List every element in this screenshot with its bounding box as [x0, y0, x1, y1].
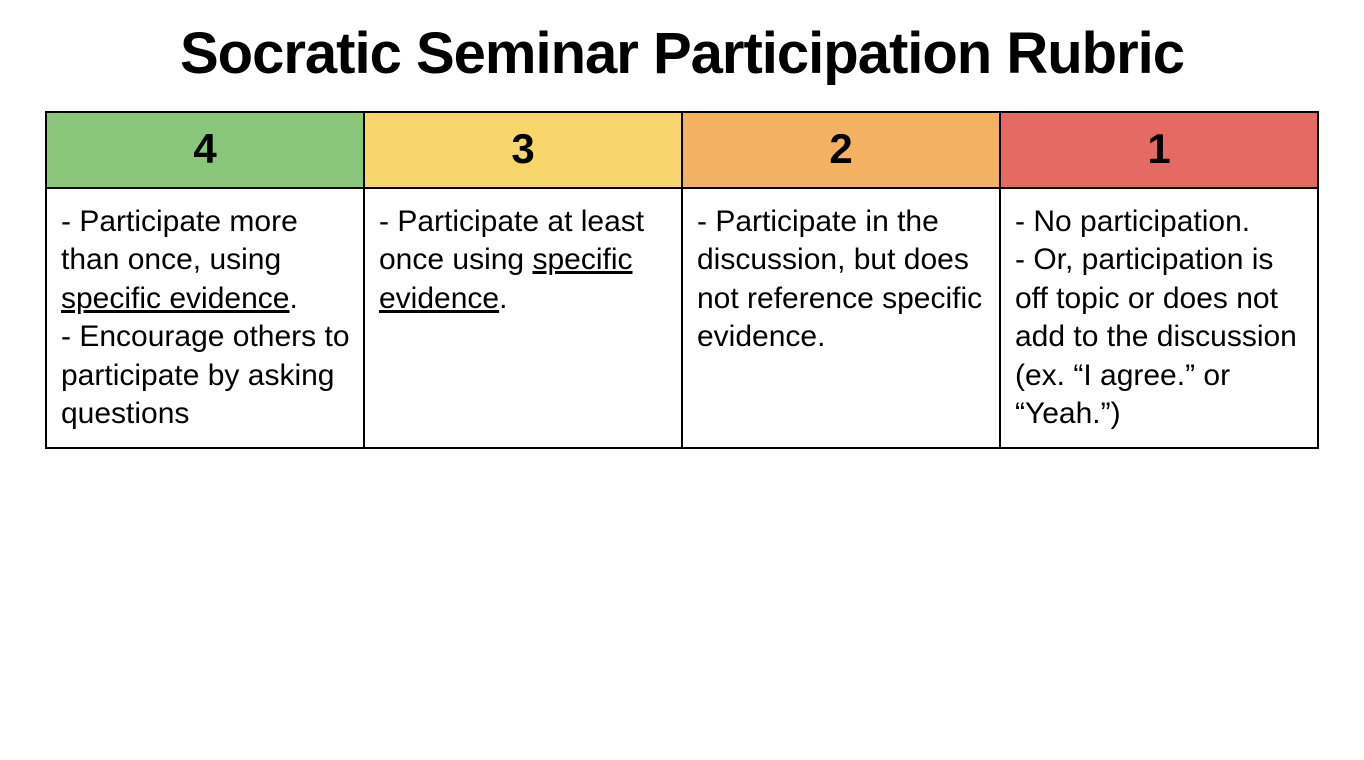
rubric-body-row: - Participate more than once, using spec… — [46, 188, 1318, 448]
rubric-table: 4 3 2 1 - Participate more than once, us… — [45, 111, 1319, 449]
criteria-cell-4: - Participate more than once, using spec… — [46, 188, 364, 448]
score-header-4: 4 — [46, 112, 364, 188]
cell2-line1: - Participate in the discussion, but doe… — [697, 205, 982, 353]
cell1-line2: - Or, participation is off topic or does… — [1015, 243, 1297, 430]
score-header-1: 1 — [1000, 112, 1318, 188]
cell3-line1-post: . — [499, 282, 507, 315]
rubric-header-row: 4 3 2 1 — [46, 112, 1318, 188]
score-header-3: 3 — [364, 112, 682, 188]
cell4-line1-post: . — [289, 282, 297, 315]
criteria-cell-2: - Participate in the discussion, but doe… — [682, 188, 1000, 448]
cell4-line2: - Encourage others to participate by ask… — [61, 320, 350, 430]
rubric-page: Socratic Seminar Participation Rubric 4 … — [0, 0, 1364, 449]
criteria-cell-1: - No participation. - Or, participation … — [1000, 188, 1318, 448]
cell1-line1: - No participation. — [1015, 205, 1250, 238]
cell4-line1-pre: - Participate more than once, using — [61, 205, 298, 276]
page-title: Socratic Seminar Participation Rubric — [45, 20, 1319, 87]
cell4-line1-underline: specific evidence — [61, 282, 289, 315]
criteria-cell-3: - Participate at least once using specif… — [364, 188, 682, 448]
score-header-2: 2 — [682, 112, 1000, 188]
